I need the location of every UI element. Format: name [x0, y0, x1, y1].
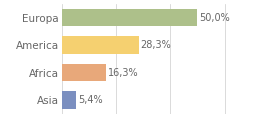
- Bar: [62, 64, 106, 81]
- Text: 5,4%: 5,4%: [78, 95, 103, 105]
- Bar: [62, 36, 139, 54]
- Text: 50,0%: 50,0%: [200, 13, 230, 23]
- Bar: [62, 91, 76, 109]
- Text: 28,3%: 28,3%: [141, 40, 171, 50]
- Text: 16,3%: 16,3%: [108, 68, 139, 78]
- Bar: [62, 9, 197, 27]
